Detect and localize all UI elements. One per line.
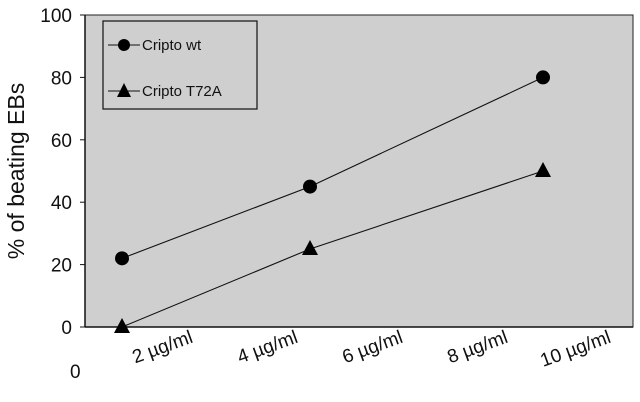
data-point-wt [536,70,550,85]
x-tick-label: 6 µg/ml [340,327,406,368]
data-point-wt [303,179,317,194]
legend-wt-label: Cripto wt [142,37,202,54]
legend: Cripto wt Cripto T72A [102,20,258,110]
x-ticks: 2 µg/ml 4 µg/ml 6 µg/ml 8 µg/ml 10 µg/ml [130,327,614,372]
y-tick-label: 80 [51,68,72,89]
x-tick-label: 10 µg/ml [538,327,614,372]
y-axis-label: % of beating EBs [3,83,29,259]
data-point-t72a [302,240,318,255]
series-layer [114,70,551,333]
x-origin-label: 0 [70,362,81,383]
y-tick-label: 100 [40,6,72,27]
data-point-wt [115,251,129,266]
data-point-t72a [114,318,130,333]
legend-t72a-label: Cripto T72A [142,83,222,100]
y-ticks: 0 20 40 60 80 100 [40,6,85,339]
legend-wt-marker [118,39,130,51]
x-tick-label: 8 µg/ml [445,327,511,368]
y-tick-label: 0 [61,318,72,339]
data-point-t72a [535,162,551,177]
x-tick-label: 4 µg/ml [235,327,301,368]
x-tick-label: 2 µg/ml [130,327,196,368]
legend-t72a-marker [117,83,131,97]
y-tick-label: 60 [51,131,72,152]
y-tick-label: 20 [51,256,72,277]
y-tick-label: 40 [51,193,72,214]
